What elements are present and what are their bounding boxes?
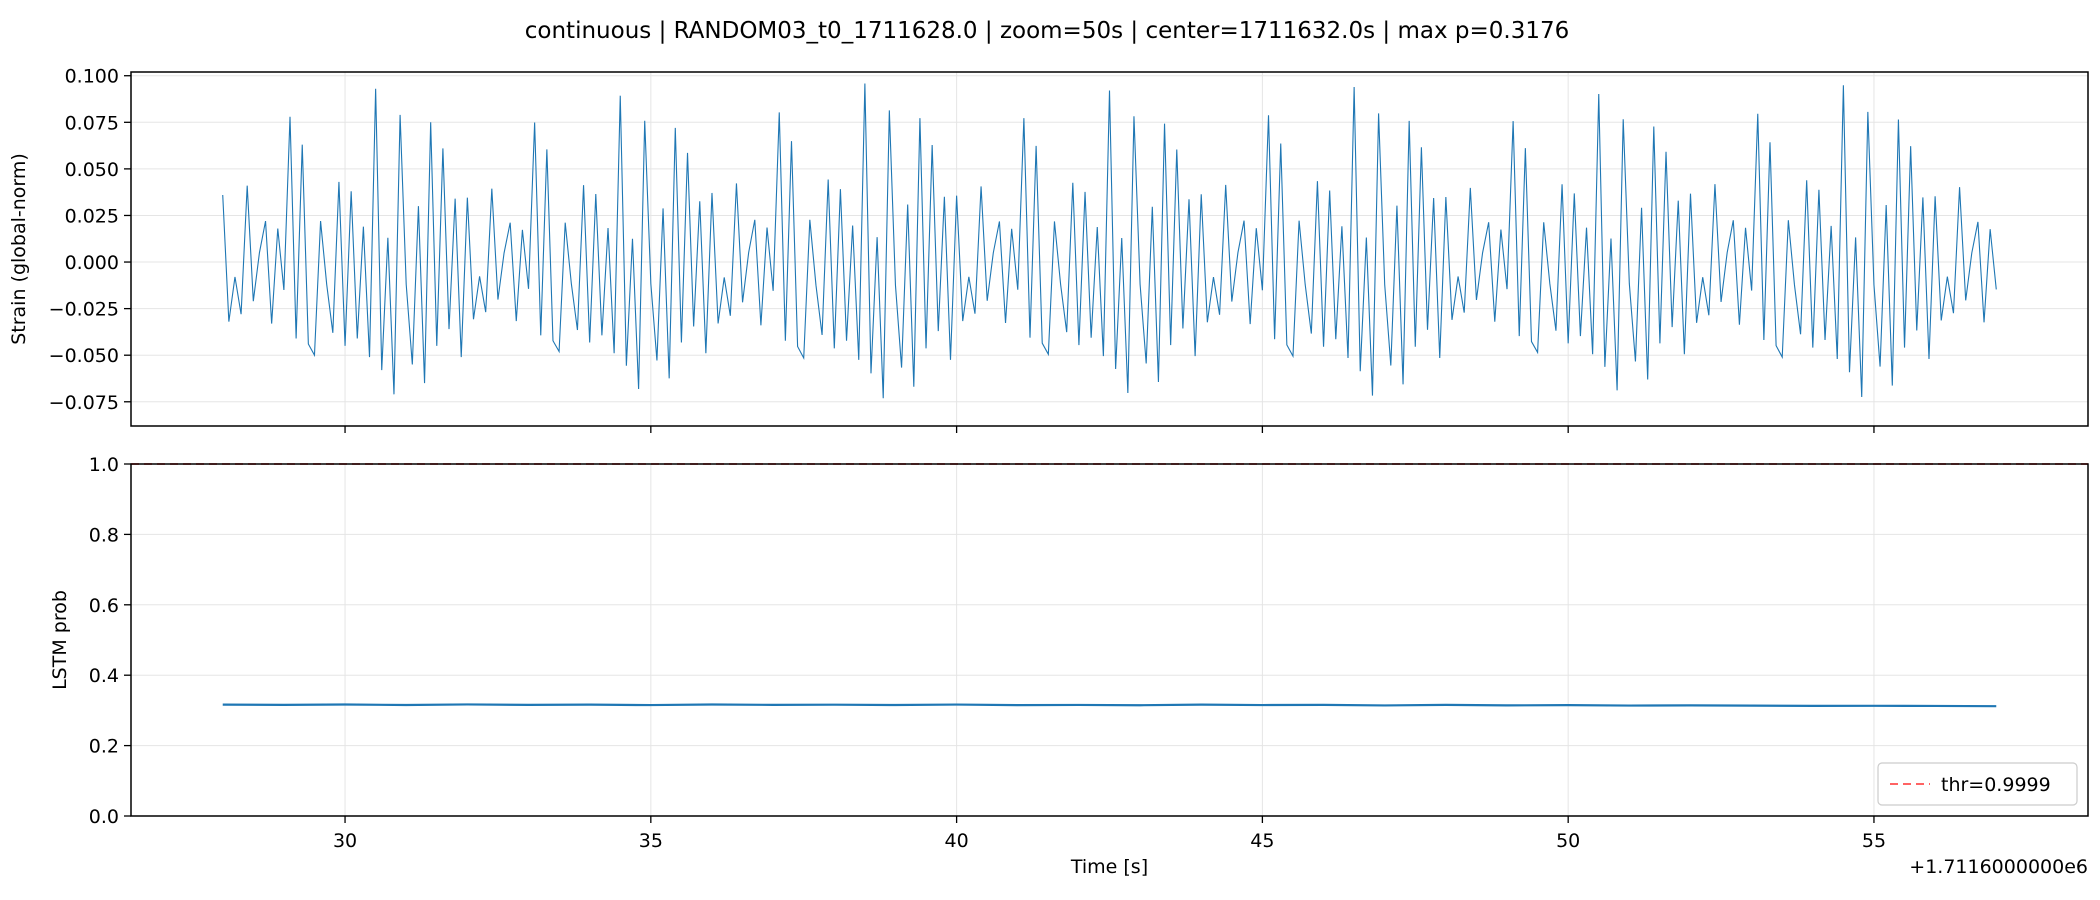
probability-line: [222, 703, 1997, 708]
x-tick-label: 45: [1250, 830, 1274, 852]
strain-x-ticks: [344, 426, 1875, 433]
strain-panel: 0.100 0.075 0.050 0.025 0.000 −0.025 −0.050 −0.…: [8, 66, 2089, 433]
y-tick-label: 0.000: [65, 252, 119, 274]
y-tick-label: 0.025: [65, 205, 119, 227]
y-tick-label: 0.2: [89, 736, 119, 758]
x-tick-label: 50: [1556, 830, 1580, 852]
y-tick-label: 0.075: [65, 112, 119, 134]
x-axis-offset-label: +1.7116000000e6: [1909, 856, 2088, 878]
legend-threshold-label: thr=0.9999: [1941, 774, 2051, 796]
legend: thr=0.9999: [1877, 762, 2078, 806]
x-tick-label: 55: [1862, 830, 1886, 852]
y-tick-label: −0.025: [49, 299, 119, 321]
legend-box: [1877, 762, 2078, 806]
y-tick-label: 0.050: [65, 159, 119, 181]
y-tick-label: 0.4: [89, 665, 119, 687]
strain-grid: [131, 72, 2088, 426]
strain-line: [222, 83, 1997, 399]
y-tick-label: 0.8: [89, 524, 119, 546]
x-tick-label: 30: [333, 830, 357, 852]
y-tick-label: 0.0: [89, 806, 119, 828]
probability-axes-frame: [130, 463, 2089, 817]
y-tick-label: 0.6: [89, 595, 119, 617]
strain-series: [222, 83, 1997, 399]
probability-x-ticks: 30 35 40 45 50 55: [333, 816, 1886, 852]
y-tick-label: −0.050: [49, 345, 119, 367]
strain-y-axis-label: Strain (global-norm): [8, 153, 30, 345]
y-tick-label: −0.075: [49, 392, 119, 414]
probability-panel: 0.0 0.2 0.4 0.6 0.8 1.0 30 35 40 45 50 55 LSTM pro…: [49, 454, 2089, 878]
x-tick-label: 40: [945, 830, 969, 852]
probability-series: [222, 703, 1997, 708]
probability-y-axis-label: LSTM prob: [49, 590, 71, 690]
x-axis-label: Time [s]: [1070, 856, 1148, 878]
strain-y-ticks: 0.100 0.075 0.050 0.025 0.000 −0.025 −0.050 −0.…: [49, 66, 131, 414]
chart-title: continuous | RANDOM03_t0_1711628.0 | zoo…: [525, 18, 1569, 44]
probability-y-ticks: 0.0 0.2 0.4 0.6 0.8 1.0: [89, 454, 131, 828]
x-tick-label: 35: [639, 830, 663, 852]
y-tick-label: 1.0: [89, 454, 119, 476]
y-tick-label: 0.100: [65, 66, 119, 88]
strain-axes-frame: [130, 71, 2089, 427]
